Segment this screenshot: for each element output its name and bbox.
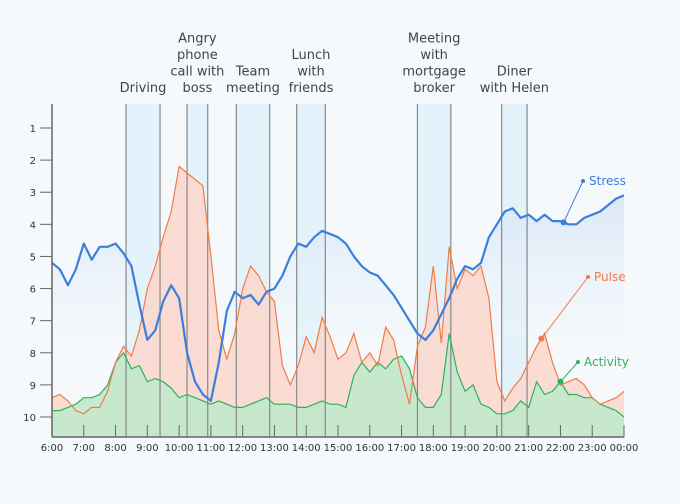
legend-end-dot [586, 275, 590, 279]
activity-line [52, 333, 625, 418]
x-tick-label: 23:00 [578, 443, 607, 454]
x-tick-label: 17:00 [387, 443, 416, 454]
legend-label-stress: Stress [589, 174, 626, 188]
x-tick-label: 18:00 [419, 443, 448, 454]
y-tick-label: 9 [30, 381, 36, 392]
y-tick-label: 1 [30, 124, 36, 135]
x-tick-label: 6:00 [41, 443, 63, 454]
legend-label-activity: Activity [584, 355, 629, 369]
y-tick-label: 3 [30, 188, 36, 199]
event-label: Meeting [408, 32, 460, 47]
pulse-line [51, 165, 625, 415]
x-tick-label: 21:00 [514, 443, 543, 454]
event-label: boss [183, 81, 213, 96]
series-areas [52, 166, 624, 437]
stress-line [51, 194, 625, 402]
x-tick-label: 10:00 [165, 443, 194, 454]
event-label: with Helen [480, 81, 549, 96]
x-tick-label: 15:00 [324, 443, 353, 454]
legend-leader-line [563, 180, 584, 223]
event-label: with [297, 65, 325, 80]
x-tick-label: 00:00 [610, 443, 639, 454]
series-lines [51, 165, 625, 418]
event-label: call with [170, 65, 224, 80]
y-tick-label: 7 [30, 317, 36, 328]
x-tick-label: 7:00 [73, 443, 95, 454]
event-label: friends [289, 81, 334, 96]
activity-area [52, 333, 624, 437]
legend-anchor-dot [560, 219, 567, 226]
axes: 1 2 3 4 5 6 7 8 9 10 6:00 7:00 8:00 9:00 10:00 11:00 12:… [23, 104, 638, 454]
y-tick-label: 10 [23, 413, 36, 424]
event-label: broker [413, 81, 455, 96]
y-tick-label: 8 [30, 349, 36, 360]
event-label: with [420, 48, 448, 63]
legend-end-dot [581, 179, 585, 183]
legend-annotations: Stress Pulse Activity [538, 174, 629, 385]
legend-anchor-dot [538, 335, 545, 342]
pulse-area [52, 166, 624, 437]
y-tick-label: 4 [30, 220, 36, 231]
legend-leader-line [560, 361, 579, 383]
event-lines [125, 104, 528, 437]
event-label: mortgage [402, 65, 466, 80]
x-tick-label: 8:00 [104, 443, 126, 454]
event-label: Angry [178, 32, 217, 47]
x-tick-label: 20:00 [482, 443, 511, 454]
x-tick-label: 14:00 [292, 443, 321, 454]
y-tick-label: 6 [30, 285, 36, 296]
x-tick-label: 19:00 [451, 443, 480, 454]
event-label: Team [235, 65, 270, 80]
legend-end-dot [576, 360, 580, 364]
x-tick-label: 11:00 [196, 443, 225, 454]
event-label: Driving [120, 81, 167, 96]
event-label: meeting [226, 81, 280, 96]
y-tick-label: 5 [30, 252, 36, 263]
x-tick-label: 13:00 [260, 443, 289, 454]
y-tick-label: 2 [30, 156, 36, 167]
event-label: Lunch [292, 48, 331, 63]
legend-leader-line [540, 276, 589, 339]
x-tick-label: 16:00 [355, 443, 384, 454]
event-label: Diner [497, 65, 533, 80]
x-tick-label: 9:00 [136, 443, 158, 454]
legend-label-pulse: Pulse [594, 270, 626, 284]
x-tick-label: 22:00 [546, 443, 575, 454]
x-tick-label: 12:00 [228, 443, 257, 454]
legend-anchor-dot [557, 378, 564, 385]
event-label: phone [177, 48, 218, 63]
